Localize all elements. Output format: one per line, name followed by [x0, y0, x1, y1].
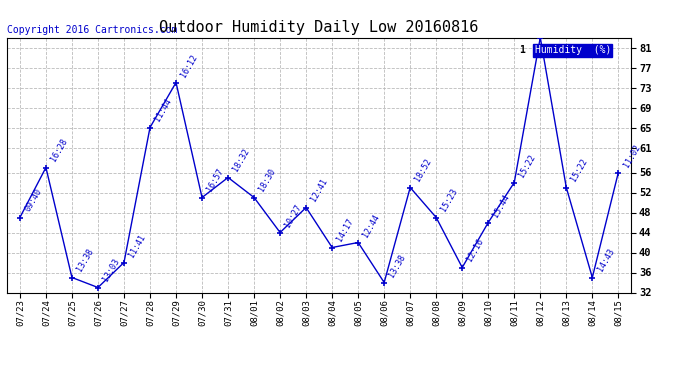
- Text: 18:30: 18:30: [257, 167, 277, 194]
- Text: 16:57: 16:57: [205, 167, 226, 194]
- Text: 15:23: 15:23: [440, 188, 460, 213]
- Text: 11:44: 11:44: [153, 98, 173, 123]
- Text: 18:52: 18:52: [413, 158, 433, 183]
- Text: 14:43: 14:43: [595, 248, 615, 273]
- Text: 12:16: 12:16: [465, 237, 486, 264]
- Text: Copyright 2016 Cartronics.com: Copyright 2016 Cartronics.com: [7, 25, 177, 35]
- Text: 13:38: 13:38: [75, 248, 95, 273]
- Text: 11:02: 11:02: [622, 142, 642, 168]
- Text: 16:12: 16:12: [179, 53, 199, 78]
- Title: Outdoor Humidity Daily Low 20160816: Outdoor Humidity Daily Low 20160816: [159, 20, 479, 35]
- Text: 15:22: 15:22: [518, 152, 538, 178]
- Text: 1: 1: [519, 45, 525, 55]
- Text: 13:03: 13:03: [101, 257, 121, 284]
- Text: 12:41: 12:41: [309, 177, 330, 204]
- Text: 11:41: 11:41: [127, 232, 148, 258]
- Text: 15:44: 15:44: [491, 192, 512, 219]
- Text: Humidity  (%): Humidity (%): [535, 45, 611, 55]
- Text: 10:27: 10:27: [283, 202, 304, 228]
- Text: 15:22: 15:22: [569, 158, 590, 183]
- Text: 09:40: 09:40: [23, 188, 43, 213]
- Text: 14:17: 14:17: [335, 217, 355, 243]
- Text: 12:44: 12:44: [362, 212, 382, 238]
- Text: 13:38: 13:38: [387, 252, 408, 279]
- Text: 18:32: 18:32: [231, 147, 251, 174]
- Text: 16:28: 16:28: [49, 137, 69, 164]
